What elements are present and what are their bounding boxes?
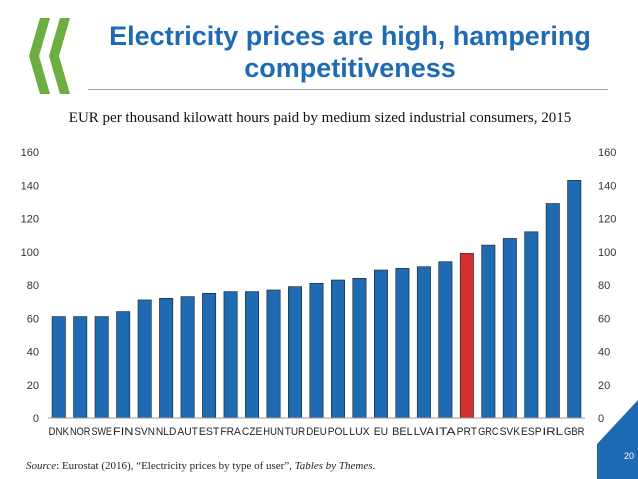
bar-tur <box>288 286 302 419</box>
x-tick-label-eu: EU <box>374 426 388 438</box>
x-tick-label-lva: LVA <box>414 426 435 438</box>
bar-deu <box>309 283 324 419</box>
y-tick-label-right: 60 <box>598 313 610 325</box>
y-tick-label-right: 100 <box>598 247 616 259</box>
bar-nor <box>73 316 88 419</box>
x-tick-label-svn: SVN <box>134 426 155 438</box>
x-tick-label-fra: FRA <box>220 426 241 438</box>
x-tick-label-nor: NOR <box>70 426 91 438</box>
y-tick-label-right: 160 <box>598 147 616 159</box>
bar-est <box>202 293 217 419</box>
y-axis-right: 0 20 40 60 80 100 120 140 160 <box>598 147 616 425</box>
y-tick-label-left: 0 <box>33 413 39 425</box>
x-tick-label-nld: NLD <box>156 426 177 438</box>
x-tick-label-irl: IRL <box>543 426 563 438</box>
x-tick-label-grc: GRC <box>478 426 499 438</box>
source-body: : Eurostat (2016), “Electricity prices b… <box>56 460 295 472</box>
bar-prt <box>459 253 474 419</box>
x-tick-label-deu: DEU <box>306 426 327 438</box>
source-prefix: Source <box>26 460 57 472</box>
y-tick-label-left: 100 <box>21 247 39 259</box>
source-publication: Tables by Themes <box>294 460 373 472</box>
y-tick-label-left: 80 <box>27 280 39 292</box>
x-tick-label-swe: SWE <box>91 426 111 438</box>
bar-fin <box>116 311 131 419</box>
page-number-badge <box>597 400 638 479</box>
x-tick-label-prt: PRT <box>457 426 478 438</box>
page-number: 20 <box>623 451 634 461</box>
y-tick-label-left: 40 <box>27 347 39 359</box>
x-tick-label-tur: TUR <box>285 426 306 438</box>
chart-subtitle: EUR per thousand kilowatt hours paid by … <box>68 110 572 126</box>
x-tick-label-pol: POL <box>328 426 348 438</box>
x-tick-label-svk: SVK <box>500 426 521 438</box>
bar-grc <box>481 244 496 419</box>
source-note: Source: Eurostat (2016), “Electricity pr… <box>26 460 375 472</box>
bar-aut <box>180 296 195 419</box>
x-tick-label-cze: CZE <box>242 426 262 438</box>
oecd-logo <box>29 18 70 94</box>
y-tick-label-right: 40 <box>598 347 610 359</box>
x-tick-label-aut: AUT <box>177 426 198 438</box>
x-tick-label-bel: BEL <box>392 426 412 438</box>
bar-pol <box>331 279 345 419</box>
x-tick-label-gbr: GBR <box>564 426 585 438</box>
bar-ita <box>438 261 453 419</box>
bar-gbr <box>567 179 582 419</box>
bar-esp <box>524 231 539 419</box>
y-tick-label-right: 120 <box>598 214 616 226</box>
page-title: Electricity prices are high, hampering c… <box>109 21 591 83</box>
y-tick-label-right: 140 <box>598 180 616 192</box>
x-tick-label-dnk: DNK <box>49 426 70 438</box>
y-tick-label-right: 0 <box>598 413 604 425</box>
bar-eu <box>373 269 388 419</box>
y-tick-label-right: 80 <box>598 280 610 292</box>
bars-group <box>51 179 582 419</box>
source-end: . <box>372 460 376 472</box>
y-tick-label-left: 60 <box>27 313 39 325</box>
x-tick-label-ita: ITA <box>435 426 456 438</box>
bar-lva <box>416 266 431 419</box>
bar-lux <box>352 278 367 419</box>
y-tick-label-left: 160 <box>21 147 39 159</box>
x-tick-label-hun: HUN <box>263 426 284 438</box>
bar-hun <box>266 289 281 419</box>
y-tick-label-right: 20 <box>598 380 610 392</box>
y-tick-label-left: 140 <box>21 180 39 192</box>
title-divider <box>88 89 608 90</box>
x-tick-label-est: EST <box>199 426 220 438</box>
bar-bel <box>395 268 410 419</box>
bar-svn <box>137 299 152 419</box>
bar-irl <box>545 203 560 419</box>
bar-svk <box>502 238 517 419</box>
bar-fra <box>223 291 238 419</box>
bar-dnk <box>51 316 66 419</box>
y-tick-label-left: 120 <box>21 214 39 226</box>
bar-nld <box>159 298 174 419</box>
x-axis-labels: DNK NOR SWE FIN SVN NLD AUT EST FRA CZE HUN TUR DEU P… <box>49 426 585 438</box>
bar-swe <box>94 316 109 419</box>
x-tick-label-lux: LUX <box>349 426 370 438</box>
bar-chart: 0 20 40 60 80 100 120 140 160 0 20 40 60 80 100 120 140… <box>21 147 617 438</box>
x-tick-label-esp: ESP <box>521 426 541 438</box>
x-tick-label-fin: FIN <box>113 426 134 438</box>
y-axis-left: 0 20 40 60 80 100 120 140 160 <box>21 147 39 425</box>
y-tick-label-left: 20 <box>27 380 39 392</box>
bar-cze <box>245 291 260 419</box>
